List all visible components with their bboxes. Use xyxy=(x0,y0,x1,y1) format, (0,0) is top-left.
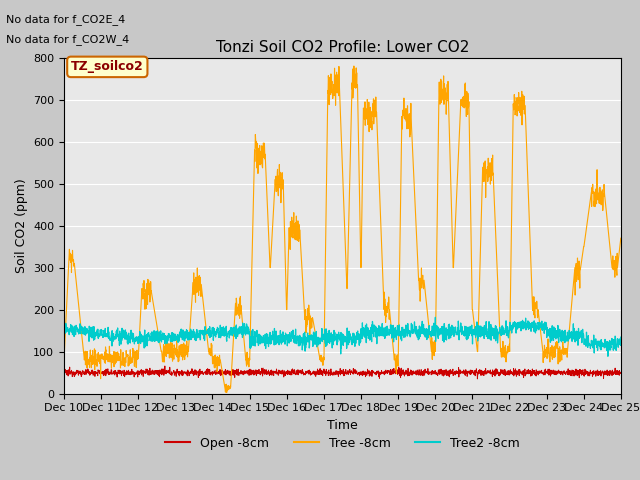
Open -8cm xyxy=(359,373,367,379)
X-axis label: Time: Time xyxy=(327,419,358,432)
Tree2 -8cm xyxy=(216,330,223,336)
Open -8cm xyxy=(584,371,591,377)
Tree2 -8cm xyxy=(358,320,366,326)
Tree -8cm xyxy=(216,360,223,366)
Line: Tree -8cm: Tree -8cm xyxy=(64,66,621,393)
Open -8cm xyxy=(161,363,169,369)
Tree -8cm xyxy=(359,141,367,146)
Tree -8cm xyxy=(60,357,68,363)
Line: Open -8cm: Open -8cm xyxy=(64,366,621,379)
Tree -8cm xyxy=(371,107,379,112)
Text: TZ_soilco2: TZ_soilco2 xyxy=(71,60,144,73)
Tree2 -8cm xyxy=(617,334,625,340)
Text: No data for f_CO2E_4: No data for f_CO2E_4 xyxy=(6,14,125,25)
Tree2 -8cm xyxy=(584,340,591,346)
Text: No data for f_CO2W_4: No data for f_CO2W_4 xyxy=(6,34,130,45)
Y-axis label: Soil CO2 (ppm): Soil CO2 (ppm) xyxy=(15,178,28,273)
Open -8cm xyxy=(568,367,576,373)
Line: Tree2 -8cm: Tree2 -8cm xyxy=(64,317,621,356)
Tree -8cm xyxy=(350,63,358,69)
Title: Tonzi Soil CO2 Profile: Lower CO2: Tonzi Soil CO2 Profile: Lower CO2 xyxy=(216,40,469,55)
Tree2 -8cm xyxy=(604,353,612,359)
Open -8cm xyxy=(216,368,223,374)
Tree2 -8cm xyxy=(371,328,378,334)
Tree -8cm xyxy=(584,217,591,223)
Open -8cm xyxy=(617,371,625,376)
Legend: Open -8cm, Tree -8cm, Tree2 -8cm: Open -8cm, Tree -8cm, Tree2 -8cm xyxy=(159,432,525,455)
Tree2 -8cm xyxy=(60,325,68,331)
Tree2 -8cm xyxy=(431,314,439,320)
Open -8cm xyxy=(371,370,379,376)
Open -8cm xyxy=(60,370,68,376)
Open -8cm xyxy=(505,370,513,376)
Tree -8cm xyxy=(223,390,230,396)
Open -8cm xyxy=(474,376,481,382)
Tree2 -8cm xyxy=(504,335,512,340)
Tree -8cm xyxy=(617,235,625,241)
Tree -8cm xyxy=(505,344,513,349)
Tree2 -8cm xyxy=(568,331,575,337)
Tree -8cm xyxy=(568,297,576,302)
